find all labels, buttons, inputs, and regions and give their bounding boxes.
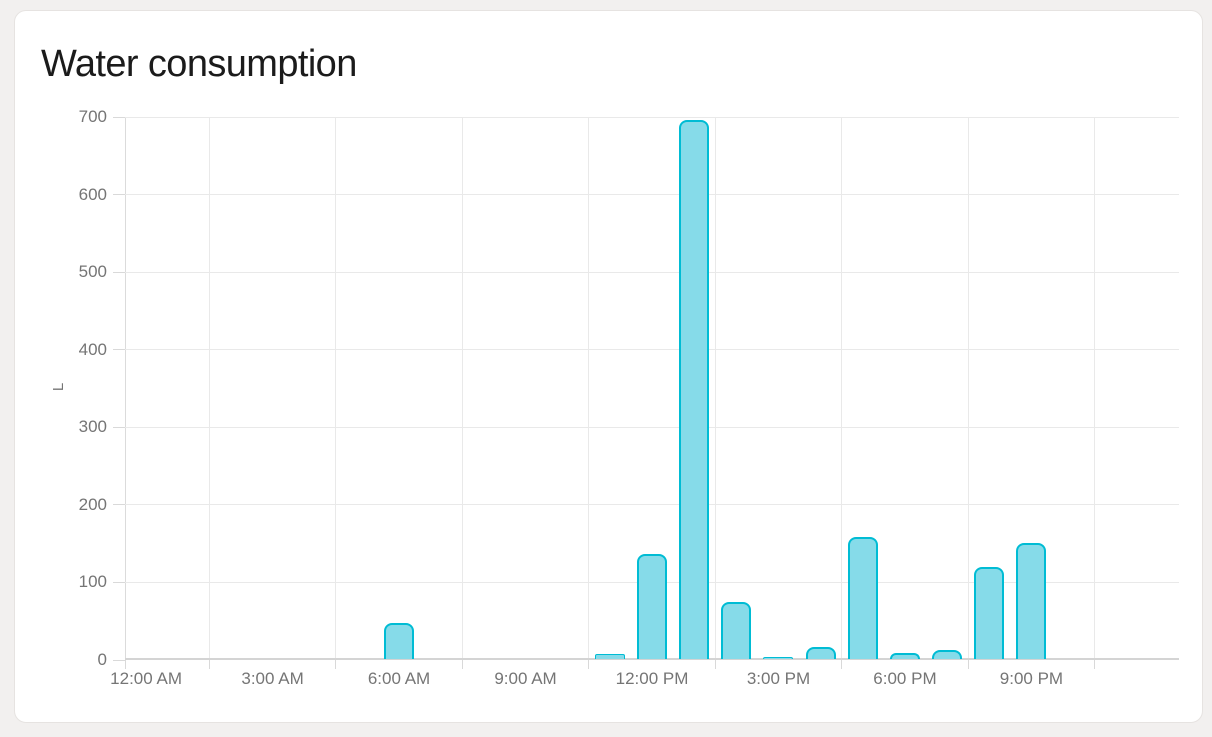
y-axis-title: L [50,382,67,392]
bar[interactable] [805,646,836,659]
x-tick-mark [714,660,716,669]
y-tick-mark [113,659,125,661]
v-gridline [335,117,337,660]
v-gridline [588,117,590,660]
bar[interactable] [1016,543,1047,659]
y-tick-mark [113,116,125,118]
y-tick-mark [113,349,125,351]
x-tick-label: 12:00 AM [110,669,182,688]
bar[interactable] [974,566,1005,659]
bar[interactable] [847,537,878,659]
v-gridline [1094,117,1096,660]
y-tick-mark [113,581,125,583]
h-gridline [125,504,1179,506]
y-tick-label: 100 [78,572,107,592]
x-tick-label: 3:00 PM [746,669,811,688]
y-tick-label: 600 [78,184,107,204]
bar[interactable] [637,554,667,659]
v-gridline [714,117,716,660]
bar[interactable] [679,119,710,659]
x-tick-mark [335,660,337,669]
x-tick-mark [1094,660,1096,669]
x-tick-mark [841,660,843,669]
x-axis-line [125,658,1179,660]
plot-area: L 0 100 200 300 400 500 600 700 12:00 AM 3:00 AM 6… [50,108,1179,688]
bar[interactable] [932,649,963,659]
x-tick-mark [125,660,126,669]
v-gridline [967,117,969,660]
y-tick-mark [113,426,125,428]
bar[interactable] [889,652,920,659]
h-gridline [125,271,1179,273]
x-tick-label: 6:00 AM [367,669,431,688]
x-tick-mark [588,660,590,669]
h-gridline [125,426,1179,428]
v-gridline [461,117,463,660]
v-gridline [841,117,843,660]
h-gridline [125,116,1179,118]
y-tick-label: 500 [78,262,107,282]
y-axis-line [125,117,126,660]
x-tick-mark [461,660,463,669]
x-tick-mark [967,660,969,669]
x-tick-label: 12:00 PM [615,669,689,688]
y-tick-mark [113,504,125,506]
bar[interactable] [763,656,794,659]
v-gridline [208,117,210,660]
y-tick-label: 300 [78,417,107,437]
y-tick-mark [113,194,125,196]
bar[interactable] [721,601,752,659]
h-gridline [125,349,1179,351]
water-consumption-card: Water consumption L 0 100 200 300 400 500 600 7… [14,10,1203,723]
y-tick-label: 0 [97,650,107,669]
chart-title: Water consumption [41,43,357,85]
y-tick-mark [113,271,125,273]
y-tick-label: 400 [78,339,107,359]
x-tick-label: 3:00 AM [241,669,304,688]
y-tick-label: 700 [78,107,107,126]
bar[interactable] [594,654,625,659]
x-tick-label: 6:00 PM [873,669,937,688]
y-tick-label: 200 [78,494,107,514]
bar[interactable] [384,623,415,659]
x-tick-label: 9:00 AM [494,669,557,688]
h-gridline [125,194,1179,196]
x-tick-mark [208,660,210,669]
x-tick-label: 9:00 PM [999,669,1064,688]
